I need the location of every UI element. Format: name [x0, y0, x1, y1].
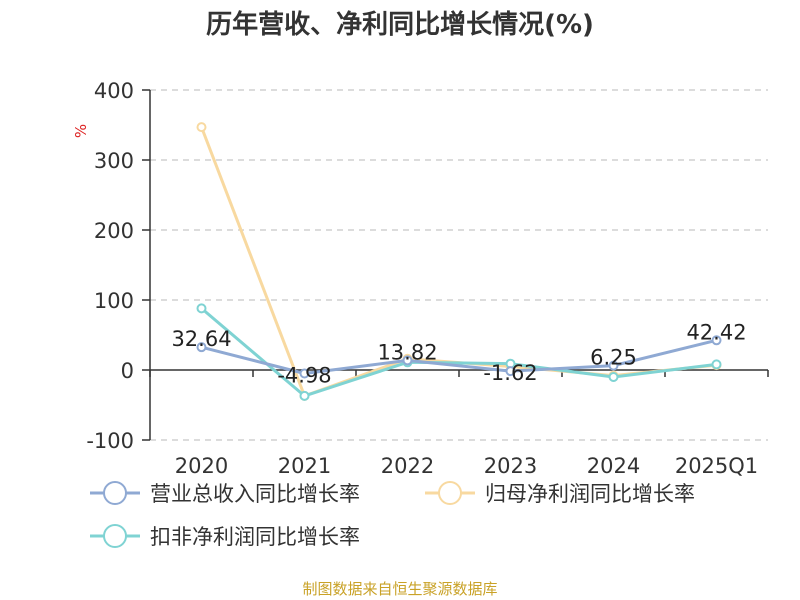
legend-marker — [438, 481, 462, 505]
data-point — [196, 122, 207, 133]
data-labels: 32.64 -4.98 13.82 -1.62 6.25 42.42 — [171, 320, 746, 387]
legend-item: 营业总收入同比增长率 — [90, 481, 360, 506]
x-tick-label: 2023 — [484, 454, 537, 478]
legend-label: 扣非净利润同比增长率 — [150, 525, 360, 549]
series-line — [200, 307, 717, 398]
x-axis-ticks: 2020 2021 2022 2023 2024 2025Q1 — [175, 454, 758, 478]
data-point — [608, 360, 619, 371]
series-line — [200, 126, 717, 398]
data-point — [196, 342, 207, 353]
y-tick-label: 400 — [94, 79, 134, 103]
data-point — [711, 359, 722, 370]
x-tick-label: 2025Q1 — [675, 454, 758, 478]
data-point — [608, 372, 619, 382]
data-label: -4.98 — [277, 363, 331, 387]
data-label: 32.64 — [171, 327, 231, 351]
grid-lines — [150, 89, 768, 441]
x-tick-label: 2024 — [587, 454, 640, 478]
data-point — [505, 366, 516, 377]
data-label: -1.62 — [483, 361, 537, 385]
data-label: 42.42 — [686, 320, 746, 344]
x-tick-label: 2020 — [175, 454, 228, 478]
source-note: 制图数据来自恒生聚源数据库 — [302, 580, 497, 598]
data-point — [711, 335, 722, 346]
legend-item: 扣非净利润同比增长率 — [90, 524, 360, 549]
y-tick-label: 300 — [94, 149, 134, 173]
series-group — [196, 122, 722, 401]
data-point — [299, 368, 310, 379]
legend-marker — [103, 481, 127, 505]
y-tick-label: 0 — [121, 359, 134, 383]
series-line — [201, 338, 717, 375]
y-axis-label: % — [72, 124, 90, 138]
data-label: 13.82 — [377, 340, 437, 364]
data-point — [402, 355, 413, 366]
chart-title: 历年营收、净利同比增长情况(%) — [206, 9, 594, 40]
y-tick-label: 200 — [94, 219, 134, 243]
data-point — [196, 303, 207, 314]
y-tick-label: -100 — [86, 429, 134, 453]
y-axis-ticks: 400 300 200 100 0 -100 — [86, 79, 150, 453]
legend-label: 营业总收入同比增长率 — [150, 482, 360, 506]
y-tick-label: 100 — [94, 289, 134, 313]
data-point — [299, 390, 310, 401]
legend-item: 归母净利润同比增长率 — [425, 481, 695, 506]
axes — [149, 90, 769, 440]
x-tick-label: 2022 — [381, 454, 434, 478]
legend-label: 归母净利润同比增长率 — [485, 482, 695, 506]
legend-marker — [103, 524, 127, 548]
data-label: 6.25 — [590, 346, 637, 370]
x-tick-label: 2021 — [278, 454, 331, 478]
